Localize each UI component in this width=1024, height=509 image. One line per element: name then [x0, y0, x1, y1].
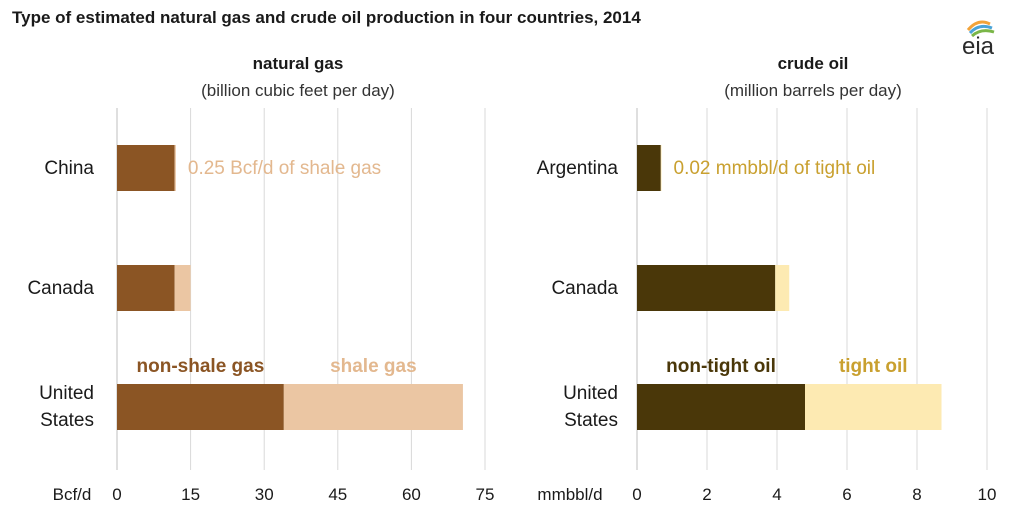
chart-title: Type of estimated natural gas and crude …: [12, 8, 641, 27]
crude-oil-tick-label: 4: [772, 485, 781, 504]
crude-oil-series-label: tight oil: [839, 356, 908, 377]
natural-gas-tick-label: 15: [181, 485, 200, 504]
crude-oil-tick-label: 6: [842, 485, 851, 504]
crude-oil-category-label: Canada: [551, 278, 618, 299]
crude-oil-tick-label: 0: [632, 485, 641, 504]
eia-logo-text: eia: [962, 33, 995, 58]
eia-logo: eia: [962, 20, 995, 58]
crude-oil-unit-label: mmbbl/d: [537, 485, 602, 504]
crude-oil-category-label: Argentina: [537, 158, 619, 179]
natural-gas-category-label: United: [39, 383, 94, 404]
natural-gas-series-label: shale gas: [330, 356, 417, 377]
natural-gas-annotation: 0.25 Bcf/d of shale gas: [188, 158, 381, 179]
natural-gas-tick-label: 0: [112, 485, 121, 504]
natural-gas-category-label: States: [40, 410, 94, 431]
crude-oil-bar-tight-oil: [805, 384, 942, 430]
crude-oil-bar-tight-oil: [660, 145, 662, 191]
crude-oil-tick-label: 2: [702, 485, 711, 504]
natural-gas-unit-label: Bcf/d: [53, 485, 92, 504]
natural-gas-tick-label: 60: [402, 485, 421, 504]
crude-oil-bar-non-tight-oil: [637, 265, 776, 311]
crude-oil-category-label: United: [563, 383, 618, 404]
natural-gas-category-label: Canada: [27, 278, 94, 299]
natural-gas-category-label: China: [44, 158, 94, 179]
crude-oil-bar-tight-oil: [775, 265, 790, 311]
natural-gas-tick-label: 75: [476, 485, 495, 504]
natural-gas-bar-shale-gas: [174, 145, 176, 191]
natural-gas-series-label: non-shale gas: [137, 356, 265, 377]
crude-oil-bar-non-tight-oil: [637, 384, 805, 430]
natural-gas-bar-shale-gas: [283, 384, 463, 430]
crude-oil-category-label: States: [564, 410, 618, 431]
natural-gas-bar-non-shale-gas: [117, 145, 175, 191]
crude-oil-tick-label: 10: [978, 485, 997, 504]
natural-gas-bar-non-shale-gas: [117, 265, 175, 311]
natural-gas-panel-title: natural gas: [253, 54, 344, 73]
natural-gas-bar-shale-gas: [174, 265, 191, 311]
natural-gas-tick-label: 30: [255, 485, 274, 504]
crude-oil-annotation: 0.02 mmbbl/d of tight oil: [674, 158, 876, 179]
natural-gas-bar-non-shale-gas: [117, 384, 284, 430]
crude-oil-tick-label: 8: [912, 485, 921, 504]
crude-oil-panel-title: crude oil: [778, 54, 849, 73]
natural-gas-panel-subtitle: (billion cubic feet per day): [201, 81, 395, 100]
crude-oil-series-label: non-tight oil: [666, 356, 776, 377]
crude-oil-panel-subtitle: (million barrels per day): [724, 81, 902, 100]
natural-gas-tick-label: 45: [328, 485, 347, 504]
crude-oil-bar-non-tight-oil: [637, 145, 661, 191]
